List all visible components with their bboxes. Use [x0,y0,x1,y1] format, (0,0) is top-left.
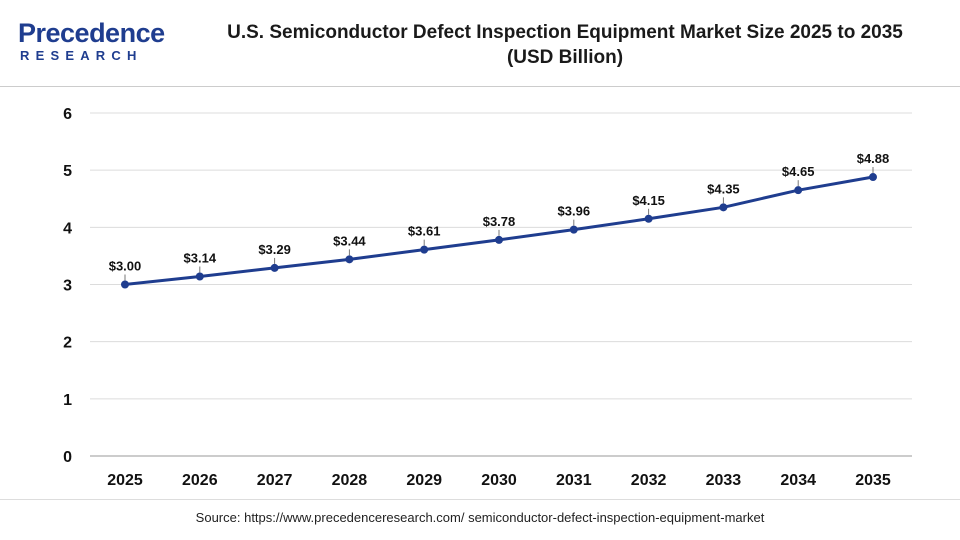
y-tick-label: 3 [63,278,72,295]
y-tick-label: 2 [63,335,72,352]
chart-subtitle: (USD Billion) [506,47,624,68]
x-tick-label: 2026 [182,472,218,489]
logo-subtitle: RESEARCH [20,48,143,63]
data-point [195,272,204,281]
data-label: $3.14 [184,250,217,265]
x-tick-label: 2029 [406,472,442,489]
data-point [121,280,129,289]
y-tick-label: 4 [63,220,72,237]
data-label: $3.61 [408,224,441,239]
data-label: $3.29 [258,242,291,257]
x-tick-label: 2028 [332,472,368,489]
logo-name: Precedence [18,18,165,48]
header-divider [0,86,960,87]
y-tick-label: 5 [63,163,72,180]
x-tick-label: 2032 [631,472,667,489]
data-label: $4.65 [782,164,815,179]
data-label: $3.00 [109,259,142,274]
data-point [869,173,877,182]
brand-logo: Precedence RESEARCH [18,18,168,64]
x-tick-label: 2031 [556,472,592,489]
chart-title: U.S. Semiconductor Defect Inspection Equ… [227,22,903,43]
x-tick-label: 2034 [780,472,816,489]
x-tick-label: 2035 [855,472,891,489]
y-tick-label: 0 [63,449,72,466]
data-label: $4.15 [632,193,665,208]
data-label: $3.78 [483,214,516,229]
data-point [794,186,803,195]
data-point [345,255,354,264]
y-tick-label: 6 [63,106,72,123]
data-point [270,263,279,272]
x-tick-label: 2027 [257,472,293,489]
data-point [569,225,578,234]
header: Precedence RESEARCH U.S. Semiconductor D… [0,0,960,86]
x-tick-label: 2025 [107,472,143,489]
data-label: $3.44 [333,233,366,248]
data-point [644,214,653,223]
data-label: $3.96 [558,204,591,219]
x-tick-label: 2033 [706,472,742,489]
x-tick-label: 2030 [481,472,517,489]
data-point [495,235,503,244]
footer-divider [0,499,960,500]
data-label: $4.35 [707,181,740,196]
chart-title-block: U.S. Semiconductor Defect Inspection Equ… [190,20,940,70]
y-tick-label: 1 [63,392,72,409]
data-point [420,245,429,254]
data-label: $4.88 [857,151,890,166]
data-point [719,203,728,212]
source-note: Source: https://www.precedenceresearch.c… [195,510,765,525]
